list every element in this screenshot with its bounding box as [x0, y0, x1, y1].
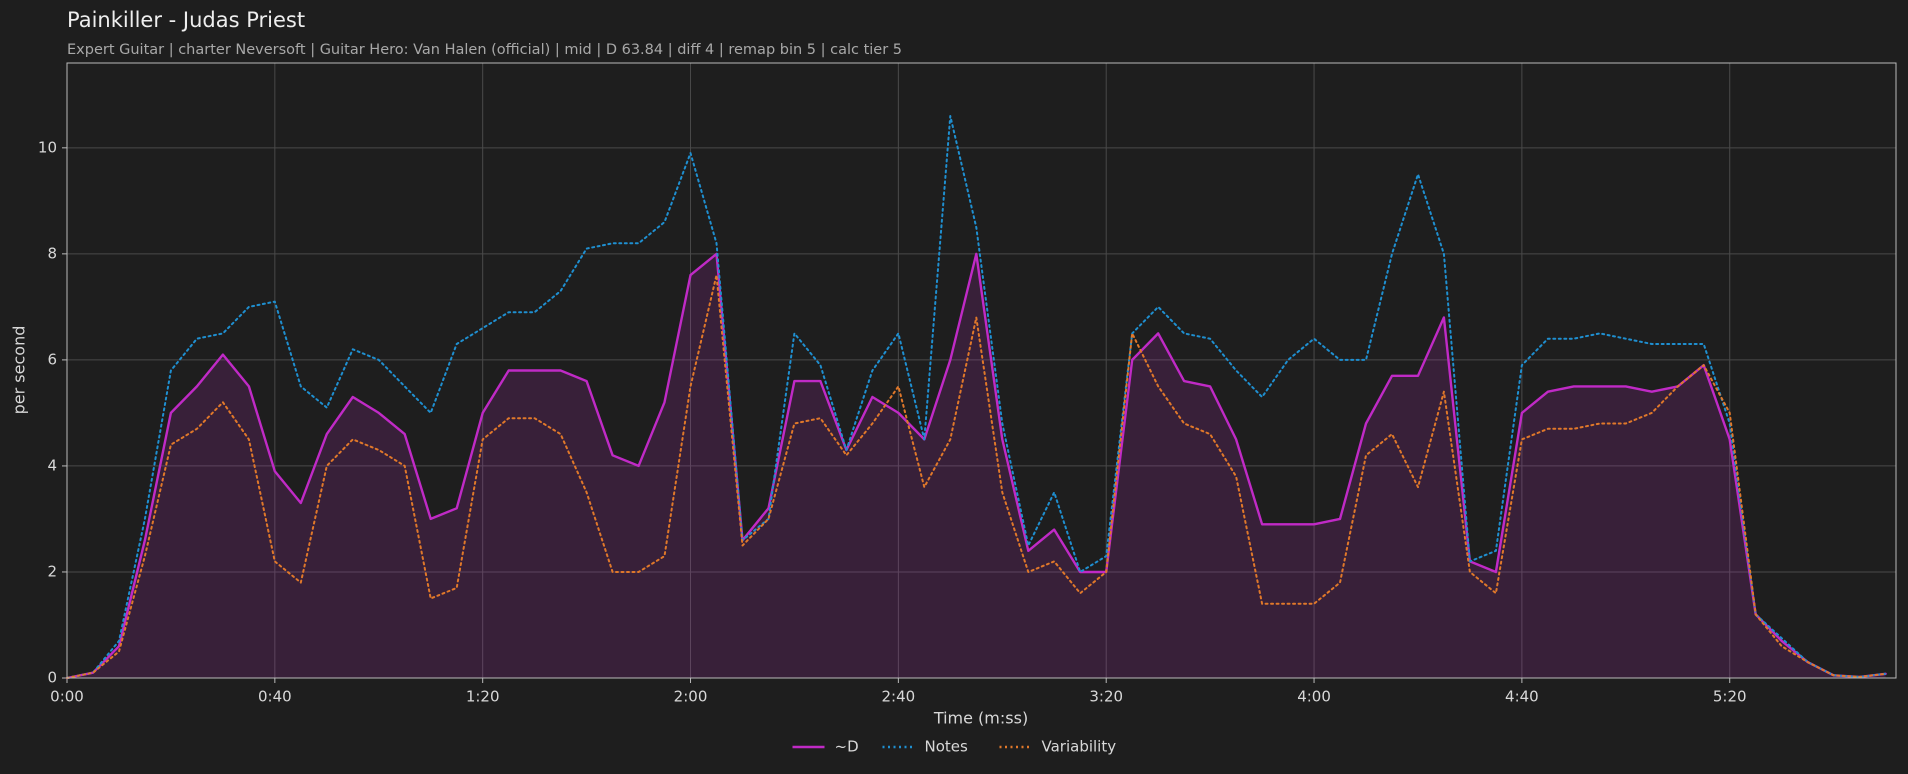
x-tick-label: 2:00 — [674, 688, 708, 706]
y-tick-label: 2 — [47, 562, 57, 580]
chart-title: Painkiller - Judas Priest — [67, 8, 305, 32]
line — [66, 115, 1887, 679]
x-tick-label: 4:40 — [1505, 688, 1539, 706]
line — [66, 274, 1887, 679]
y-axis-label: per second — [10, 326, 29, 415]
legend-label: ~D — [835, 738, 859, 756]
plot-frame — [66, 62, 1897, 679]
legend-label: Variability — [1042, 738, 1117, 756]
x-tick-label: 4:00 — [1297, 688, 1331, 706]
y-tick-label: 4 — [47, 456, 57, 474]
chart-subtitle: Expert Guitar | charter Neversoft | Guit… — [67, 42, 902, 58]
x-tick-label: 3:20 — [1089, 688, 1123, 706]
y-tick-label: 10 — [38, 138, 57, 156]
x-tick-label: 2:40 — [882, 688, 916, 706]
x-tick-label: 5:20 — [1713, 688, 1747, 706]
y-tick-label: 8 — [47, 244, 57, 262]
x-tick-label: 1:20 — [466, 688, 500, 706]
x-tick-label: 0:40 — [258, 688, 292, 706]
line — [65, 252, 1887, 680]
y-tick-label: 0 — [47, 669, 57, 687]
legend-label: Notes — [925, 738, 969, 756]
area — [67, 253, 1886, 678]
y-tick-label: 6 — [47, 350, 57, 368]
x-tick-label: 0:00 — [50, 688, 84, 706]
x-axis-label: Time (m:ss) — [933, 709, 1028, 728]
